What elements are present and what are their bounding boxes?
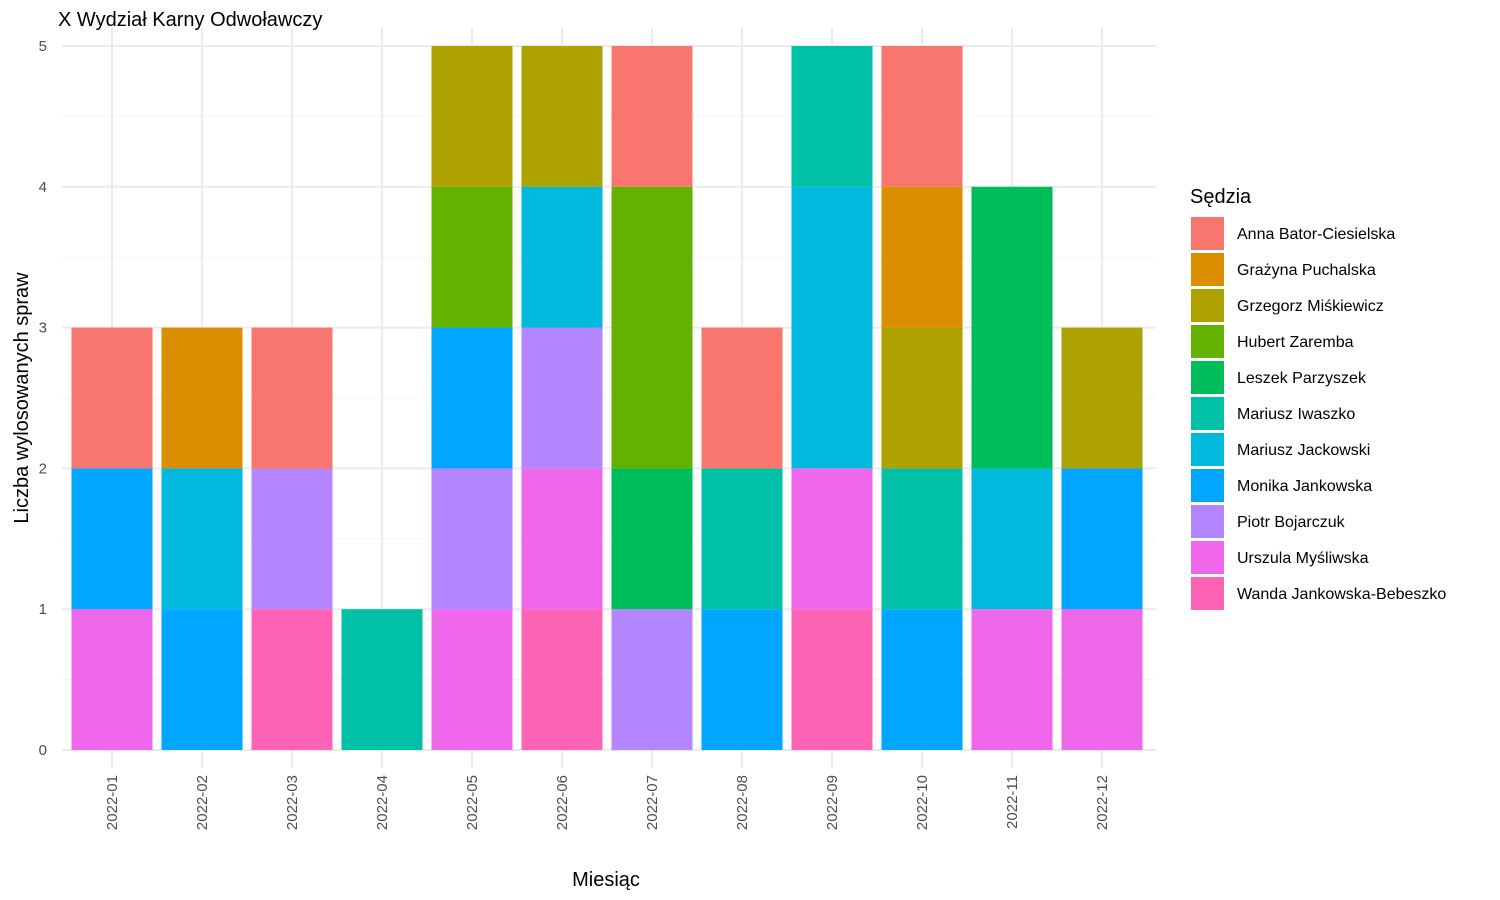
legend-swatch	[1191, 217, 1224, 250]
bar-segment	[971, 609, 1053, 750]
bar-segment	[431, 327, 513, 469]
bar-segment	[791, 186, 873, 469]
bar-segment	[611, 609, 693, 750]
bar-segment	[71, 327, 153, 469]
bar-segment	[881, 468, 963, 610]
bar-segment	[521, 468, 603, 610]
bar-segment	[251, 609, 333, 750]
x-tick-label: 2022-05	[464, 775, 481, 830]
legend-label: Urszula Myśliwska	[1237, 550, 1369, 567]
legend-swatch	[1191, 577, 1224, 610]
x-tick-label: 2022-02	[194, 775, 211, 830]
x-tick-label: 2022-03	[284, 775, 301, 830]
bar-segment	[341, 609, 423, 750]
bar-segment	[791, 46, 873, 187]
bar-segment	[611, 186, 693, 469]
x-tick-label: 2022-10	[914, 775, 931, 830]
y-tick-label: 1	[39, 601, 47, 618]
legend-swatch	[1191, 325, 1224, 358]
bar-segment	[1061, 609, 1143, 750]
bar-segment	[431, 609, 513, 750]
legend-label: Piotr Bojarczuk	[1237, 514, 1346, 531]
bar-segment	[71, 468, 153, 610]
y-tick-label: 2	[39, 460, 47, 477]
bar-segment	[611, 468, 693, 610]
bar-segment	[431, 46, 513, 187]
bar-segment	[161, 609, 243, 750]
bar-segment	[251, 327, 333, 469]
y-tick-label: 5	[39, 38, 47, 55]
bar-segment	[521, 327, 603, 469]
bar-segment	[521, 46, 603, 187]
bar-segment	[971, 468, 1053, 610]
legend-swatch	[1191, 361, 1224, 394]
legend-swatch	[1191, 289, 1224, 322]
bar-segment	[251, 468, 333, 610]
x-axis: 2022-01 2022-02 2022-03 2022-04 2022-05 2022-…	[104, 775, 1111, 830]
x-axis-title: Miesiąc	[572, 869, 640, 891]
legend-label: Leszek Parzyszek	[1237, 370, 1367, 387]
legend-swatch	[1191, 253, 1224, 286]
legend-title: Sędzia	[1190, 186, 1252, 208]
bar-segment	[161, 468, 243, 610]
bar-segment	[701, 468, 783, 610]
x-tick-label: 2022-08	[734, 775, 751, 830]
legend-label: Hubert Zaremba	[1237, 334, 1354, 351]
bar-segment	[791, 468, 873, 610]
x-tick-label: 2022-11	[1004, 775, 1021, 829]
x-tick-label: 2022-12	[1094, 775, 1111, 830]
bar-segment	[1061, 468, 1143, 610]
legend-label: Mariusz Iwaszko	[1237, 406, 1355, 423]
legend-swatch	[1191, 397, 1224, 430]
bar-segment	[161, 327, 243, 469]
y-tick-label: 0	[39, 742, 47, 759]
legend-label: Anna Bator-Ciesielska	[1237, 226, 1395, 243]
x-tick-label: 2022-06	[554, 775, 571, 830]
bar-segment	[881, 327, 963, 469]
legend-label: Mariusz Jackowski	[1237, 442, 1370, 459]
x-tick-label: 2022-04	[374, 775, 391, 830]
bar-segment	[701, 327, 783, 469]
bar-segment	[521, 186, 603, 328]
bar-segment	[701, 609, 783, 750]
legend-label: Grażyna Puchalska	[1237, 262, 1376, 279]
x-tick-label: 2022-01	[104, 775, 121, 830]
legend-label: Monika Jankowska	[1237, 478, 1372, 495]
y-axis-title: Liczba wylosowanych spraw	[11, 272, 33, 524]
bar-segment	[71, 609, 153, 750]
chart-title: X Wydział Karny Odwoławczy	[58, 9, 322, 31]
bar-segment	[611, 46, 693, 187]
x-tick-label: 2022-07	[644, 775, 661, 830]
legend-swatch	[1191, 433, 1224, 466]
bar-segment	[791, 609, 873, 750]
x-tick-label: 2022-09	[824, 775, 841, 830]
bar-segment	[521, 609, 603, 750]
y-tick-label: 4	[39, 179, 47, 196]
legend-label: Wanda Jankowska-Bebeszko	[1237, 586, 1446, 603]
legend-label: Grzegorz Miśkiewicz	[1237, 298, 1384, 315]
legend-swatch	[1191, 469, 1224, 502]
legend-swatch	[1191, 541, 1224, 574]
bar-segment	[881, 609, 963, 750]
bars	[71, 46, 1143, 750]
bar-segment	[431, 186, 513, 328]
legend: Sędzia Anna Bator-Ciesielska Grażyna Puch…	[1190, 186, 1446, 610]
legend-swatch	[1191, 505, 1224, 538]
bar-segment	[431, 468, 513, 610]
bar-segment	[971, 186, 1053, 469]
bar-segment	[881, 46, 963, 187]
y-tick-label: 3	[39, 320, 47, 337]
y-axis: 0 1 2 3 4 5	[39, 38, 47, 759]
bar-segment	[881, 186, 963, 328]
bar-segment	[1061, 327, 1143, 469]
